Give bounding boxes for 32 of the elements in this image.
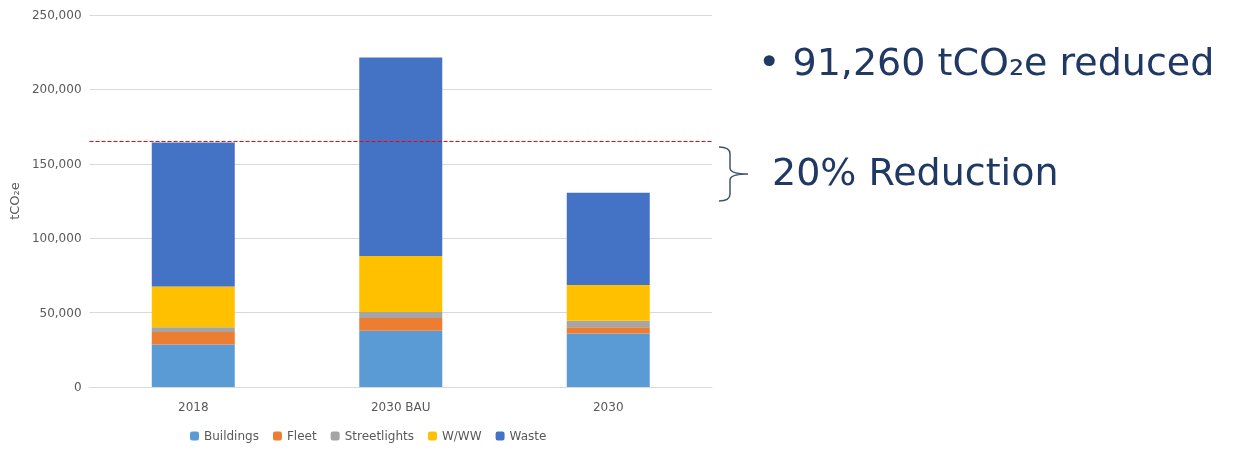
- legend-label: Fleet: [286, 429, 317, 443]
- y-tick-label: 0: [73, 380, 82, 394]
- bar: [151, 344, 235, 387]
- bar: [151, 327, 235, 333]
- bar: [566, 333, 650, 387]
- text: 20% Reduction: [772, 150, 1059, 194]
- legend-label: W/WW: [441, 429, 482, 443]
- y-tick-label: 250,000: [31, 8, 82, 22]
- bar: [566, 285, 650, 321]
- x-tick-label: 2018: [178, 400, 209, 414]
- y-tick-label: 200,000: [31, 82, 82, 97]
- y-tick-label: 50,000: [39, 305, 82, 320]
- x-tick-label: 2030 BAU: [370, 400, 431, 414]
- bar: [359, 312, 443, 318]
- bar: [359, 317, 443, 331]
- y-axis-title: tCO₂e: [7, 182, 22, 220]
- legend-label: Buildings: [204, 429, 259, 443]
- x-tick-label: 2030: [592, 400, 624, 414]
- bar: [151, 286, 235, 328]
- legend-label: Waste: [509, 429, 547, 443]
- legend-label: Streetlights: [344, 429, 414, 443]
- text: • 91,260 tCO₂e reduced: [758, 40, 1215, 84]
- bar: [359, 330, 443, 387]
- bar: [359, 255, 443, 312]
- bar: [566, 192, 650, 286]
- bar: [151, 332, 235, 345]
- y-tick-label: 100,000: [31, 231, 82, 246]
- bar: [566, 320, 650, 328]
- bar: [359, 57, 443, 256]
- y-tick-label: 150,000: [31, 156, 82, 171]
- bar: [151, 142, 235, 287]
- bar: [566, 327, 650, 334]
